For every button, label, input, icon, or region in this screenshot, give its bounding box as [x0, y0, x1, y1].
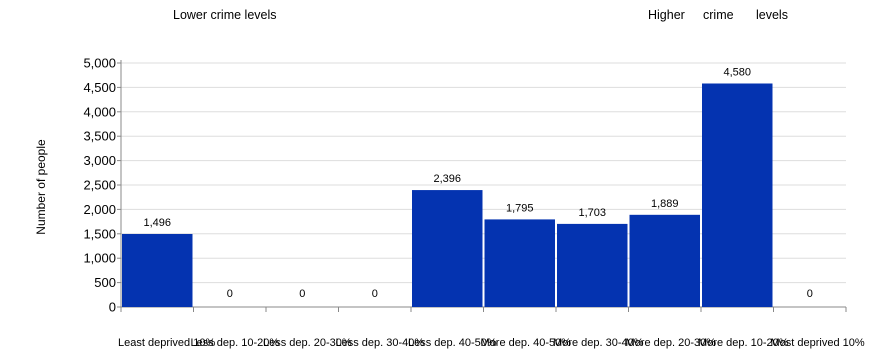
y-tick-label: 2,000 [83, 202, 116, 217]
y-tick-label: 4,000 [83, 104, 116, 119]
x-tick-label: Less dep. 40-50% [408, 337, 497, 349]
data-label: 0 [372, 288, 378, 300]
crime-label: crime [703, 8, 734, 22]
bar [122, 233, 193, 307]
data-label: 0 [807, 288, 813, 300]
y-tick-label: 0 [109, 300, 116, 315]
y-tick-label: 500 [94, 275, 116, 290]
data-label: 1,795 [506, 202, 534, 214]
bar [484, 219, 555, 307]
x-tick-label: More dep. 40-50% [480, 337, 572, 349]
x-tick-label: Less dep. 10-20% [190, 337, 280, 349]
y-tick-label: 3,000 [83, 153, 116, 168]
y-tick-label: 1,500 [83, 226, 116, 241]
data-label: 1,889 [651, 198, 679, 210]
y-tick-label: 1,000 [83, 251, 116, 266]
higher-label: Higher [648, 8, 685, 22]
data-label: 0 [299, 288, 305, 300]
data-label: 2,396 [433, 173, 461, 185]
levels-label: levels [756, 8, 788, 22]
data-label: 4,580 [723, 66, 751, 78]
data-label: 1,703 [578, 207, 606, 219]
lower-crime-label: Lower crime levels [173, 8, 277, 22]
y-tick-label: 5,000 [83, 56, 116, 71]
x-tick-label: More dep. 20-30% [625, 337, 717, 349]
data-label: 1,496 [143, 217, 171, 229]
y-tick-label: 3,500 [83, 129, 116, 144]
x-tick-label: More dep. 10-20% [698, 337, 789, 349]
x-tick-label: More dep. 30-40% [553, 337, 644, 349]
bar [702, 83, 773, 307]
x-tick-label: Less dep. 20-30% [263, 337, 352, 349]
bar [629, 214, 700, 307]
bar [557, 223, 628, 307]
data-label: 0 [227, 288, 233, 300]
chart-header: Lower crime levels Higher crime levels [0, 0, 870, 30]
y-tick-label: 4,500 [83, 80, 116, 95]
y-tick-label: 2,500 [83, 178, 116, 193]
x-tick-label: Less dep. 30-40% [335, 337, 425, 349]
x-tick-label: Least deprived 10% [118, 337, 216, 349]
x-tick-label: Most deprived 10% [770, 337, 865, 349]
bar [412, 190, 483, 307]
